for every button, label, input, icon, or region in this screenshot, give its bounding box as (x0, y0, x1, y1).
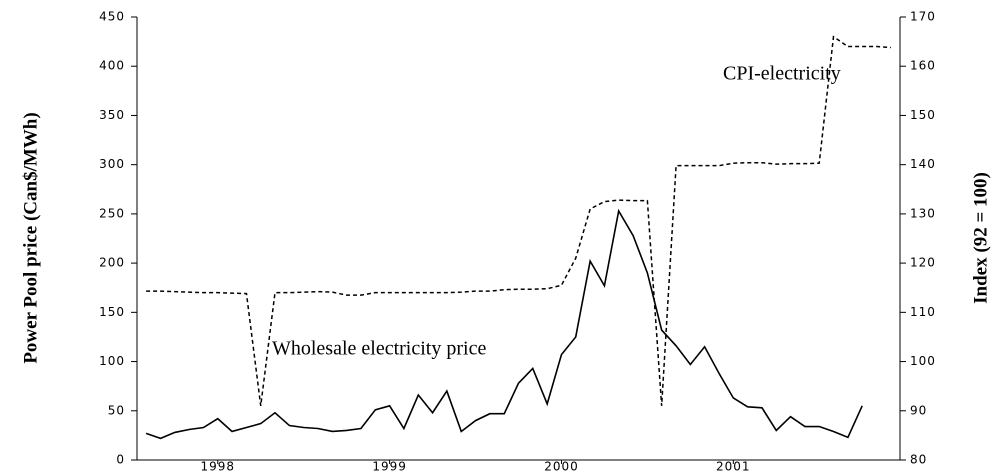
series-label: CPI-electricity (723, 63, 841, 85)
x-tick-label: 1999 (372, 460, 407, 472)
y2-tick-label: 80 (910, 453, 927, 467)
y2-tick-label: 150 (910, 108, 936, 122)
y2-tick-label: 140 (910, 157, 936, 171)
y2-tick-label: 90 (910, 403, 927, 417)
x-tick-label: 1998 (200, 460, 235, 472)
x-tick-label: 2001 (716, 460, 751, 472)
y-axis-title: Power Pool price (Can$/MWh) (20, 112, 41, 363)
y-tick-label: 100 (99, 354, 125, 368)
y2-tick-label: 100 (910, 354, 936, 368)
series-line (145, 208, 863, 440)
y-tick-label: 200 (99, 256, 125, 270)
series-line (146, 35, 891, 406)
y2-tick-label: 130 (910, 206, 936, 220)
x-tick-label: 2000 (544, 460, 579, 472)
y-tick-label: 150 (99, 305, 125, 319)
y-tick-label: 450 (99, 10, 125, 24)
y2-tick-label: 170 (910, 10, 936, 24)
y-tick-label: 300 (99, 157, 125, 171)
y-tick-label: 350 (99, 108, 125, 122)
y-tick-label: 50 (108, 403, 125, 417)
y2-tick-label: 120 (910, 256, 936, 270)
series-label: Wholesale electricity price (272, 338, 486, 360)
y-tick-label: 0 (116, 453, 125, 467)
y-tick-label: 400 (99, 59, 125, 73)
y2-tick-label: 110 (910, 305, 936, 319)
y-tick-label: 250 (99, 206, 125, 220)
y2-axis-title: Index (92 = 100) (970, 172, 991, 304)
y2-tick-label: 160 (910, 59, 936, 73)
